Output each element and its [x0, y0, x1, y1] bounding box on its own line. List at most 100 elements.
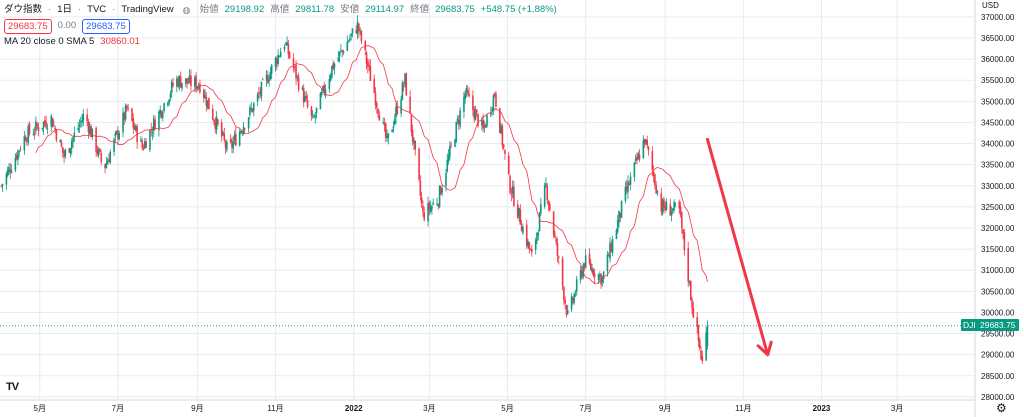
candle-body [194, 77, 196, 87]
candle-body [296, 75, 299, 77]
indicator-label[interactable]: MA 20 close 0 SMA 5 [4, 36, 95, 47]
y-tick-label: 32500.00 [981, 203, 1015, 212]
candle-body [276, 58, 278, 65]
candle-body [247, 117, 250, 129]
candle-body [636, 157, 638, 161]
candle-body [377, 108, 379, 115]
candle-body [88, 126, 91, 134]
candle-body [346, 42, 349, 51]
candle-body [633, 162, 636, 177]
candle-body [35, 121, 37, 132]
candle-body [579, 270, 582, 281]
candle-body [655, 184, 657, 194]
candle-body [250, 108, 252, 109]
candle-body [674, 203, 677, 205]
candle-body [475, 109, 478, 113]
candle-body [151, 132, 154, 134]
candle-body [295, 64, 297, 79]
y-tick-label: 31500.00 [981, 245, 1015, 254]
candle-body [220, 122, 223, 137]
candle-body [387, 133, 390, 139]
candle-body [472, 95, 474, 110]
candle-body [546, 185, 549, 201]
y-tick-label: 36000.00 [981, 55, 1015, 64]
candle-body [142, 148, 145, 150]
y-tick-label: 33500.00 [981, 161, 1015, 170]
candle-body [41, 127, 44, 129]
candle-body [405, 73, 408, 96]
candle-body [186, 78, 188, 84]
candle-body [538, 212, 541, 232]
candle-body [678, 201, 681, 209]
candle-body [529, 249, 532, 251]
candle-body [105, 163, 108, 169]
candle-body [167, 102, 169, 105]
candle-body [547, 201, 550, 206]
candle-body [158, 111, 160, 131]
candle-body [401, 83, 404, 100]
candle-body [581, 270, 583, 277]
candle-body [701, 356, 704, 362]
candle-body [159, 109, 161, 114]
candle-body [588, 254, 591, 264]
candle-body [643, 138, 646, 145]
candle-body [79, 121, 82, 123]
candle-body [260, 82, 263, 97]
tradingview-logo-icon[interactable]: TV [6, 381, 19, 393]
bid-box[interactable]: 29683.75 [4, 18, 52, 34]
candle-body [328, 79, 331, 90]
candle-body [359, 29, 361, 31]
candle-body [409, 96, 411, 114]
candle-body [329, 75, 332, 81]
candle-body [149, 130, 151, 151]
candle-body [663, 199, 665, 208]
candle-body [223, 133, 226, 140]
visibility-icon[interactable]: ◍ [182, 5, 191, 15]
candle-body [627, 181, 629, 193]
candle-body [340, 49, 342, 51]
candle-body [681, 212, 683, 229]
candle-body [324, 89, 327, 96]
candle-body [177, 78, 179, 87]
candle-body [540, 204, 542, 214]
candle-body [706, 325, 709, 347]
candle-body [602, 271, 605, 279]
candle-body [9, 169, 12, 173]
candle-body [251, 108, 254, 112]
candle-body [267, 76, 269, 83]
current-price-tag: 29683.75 [976, 319, 1020, 331]
indicator-row[interactable]: MA 20 close 0 SMA 5 30860.01 [4, 34, 557, 50]
interval-label[interactable]: 1日 [57, 4, 72, 15]
candle-body [638, 154, 641, 160]
candle-body [600, 273, 602, 285]
down-arrow-shaft[interactable] [705, 137, 770, 357]
candle-body [565, 305, 568, 315]
candle-body [311, 115, 314, 117]
candle-body [206, 100, 209, 109]
candle-body [86, 114, 88, 122]
ask-box[interactable]: 29683.75 [82, 18, 130, 34]
currency-label: USD [982, 1, 999, 10]
candle-body [341, 50, 343, 52]
candle-body [413, 140, 415, 144]
down-arrow-head[interactable] [756, 340, 773, 357]
candle-body [557, 256, 560, 258]
symbol-name[interactable]: ダウ指数 [4, 4, 43, 15]
candle-body [44, 120, 46, 124]
candle-body [238, 131, 241, 146]
candle-body [302, 88, 305, 103]
candle-body [566, 310, 569, 314]
candle-body [411, 130, 414, 142]
candle-body [97, 148, 100, 156]
gear-icon[interactable]: ⚙ [996, 401, 1007, 415]
candle-body [10, 170, 13, 173]
candle-body [347, 41, 350, 43]
candle-body [293, 66, 296, 68]
candle-body [332, 63, 335, 70]
candle-body [692, 307, 695, 318]
candle-body [396, 105, 399, 114]
candle-body [522, 226, 524, 234]
candle-body [647, 146, 650, 151]
candle-body [528, 242, 531, 250]
